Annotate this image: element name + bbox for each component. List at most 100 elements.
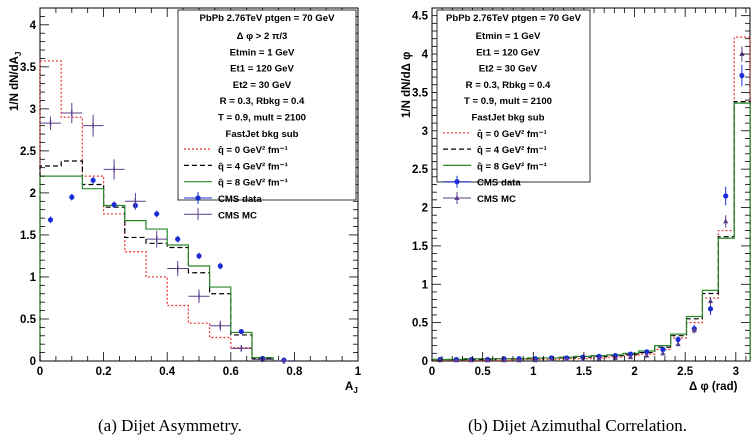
x-tick-label: 0.5 xyxy=(475,366,492,378)
data-point xyxy=(154,211,160,217)
y-tick-label: 2 xyxy=(30,188,36,200)
x-tick-label: 1 xyxy=(355,366,362,378)
legend-series-label: q̂ = 8 GeV² fm⁻¹ xyxy=(477,161,547,172)
legend-series-label: q̂ = 4 GeV² fm⁻¹ xyxy=(477,145,547,156)
x-tick-label: 2 xyxy=(631,366,637,378)
x-tick-label: 0.2 xyxy=(96,366,112,378)
panel-b-azimuthal-correlation: 0 0.5 1 1.5 2 2.5 3 0 0.5 1 1.5 2 2.5 3 3.5 4 4.5 PbPb 2… xyxy=(401,7,751,435)
mc-point xyxy=(596,355,602,361)
legend-symbol-marker xyxy=(195,195,201,201)
panel-a-ylabel: 1/N dN/dAJ xyxy=(9,52,23,111)
mc-point xyxy=(532,357,538,363)
legend-info-line: R = 0.3, Rbkg = 0.4 xyxy=(466,80,551,91)
mc-point xyxy=(453,357,459,363)
mc-point xyxy=(723,218,729,224)
y-tick-label: 1.5 xyxy=(412,241,429,253)
data-point xyxy=(196,253,202,259)
legend-series-label: q̂ = 0 GeV² fm⁻¹ xyxy=(218,145,288,156)
mc-point xyxy=(485,357,491,363)
panel-b-ylabel: 1/N dN/dΔ φ xyxy=(401,52,413,118)
legend-symbol-marker xyxy=(454,179,460,185)
legend-series-label: CMS data xyxy=(218,194,262,205)
data-point xyxy=(90,177,96,183)
y-tick-label: 3.5 xyxy=(412,87,429,99)
panel-b-ticks: 0 0.5 1 1.5 2 2.5 3 0 0.5 1 1.5 2 2.5 3 3.5 4 4.5 xyxy=(412,7,750,378)
x-tick-label: 0.6 xyxy=(223,366,239,378)
data-point xyxy=(111,202,117,208)
data-point xyxy=(707,306,714,312)
mc-point xyxy=(660,350,666,356)
legend-info-line: Δ φ > 2 π/3 xyxy=(237,31,288,42)
y-tick-label: 4 xyxy=(422,49,429,61)
mc-point xyxy=(644,352,650,358)
y-tick-label: 4.5 xyxy=(412,11,429,23)
panel-b-legend: PbPb 2.76TeV ptgen = 70 GeV Etmin = 1 GeV… xyxy=(436,9,591,205)
y-tick-label: 1.5 xyxy=(20,230,37,242)
legend-info-line: T = 0.9, mult = 2100 xyxy=(464,96,552,107)
panel-b-xlabel: Δ φ (rad) xyxy=(689,381,738,393)
panel-b-caption: (b) Dijet Azimuthal Correlation. xyxy=(468,416,687,435)
panel-a-histograms xyxy=(39,60,295,362)
legend-info-line: R = 0.3, Rbkg = 0.4 xyxy=(220,96,305,107)
x-tick-label: 0.4 xyxy=(159,366,176,378)
data-point xyxy=(175,236,181,242)
y-tick-label: 3.5 xyxy=(20,62,37,74)
y-tick-label: 0.5 xyxy=(20,314,37,326)
legend-symbol-marker xyxy=(454,195,460,200)
mc-point xyxy=(739,51,745,57)
panel-a-xlabel: AJ xyxy=(345,381,358,395)
y-tick-label: 4 xyxy=(30,20,37,32)
y-tick-label: 0 xyxy=(422,356,428,368)
legend-series-label: q̂ = 4 GeV² fm⁻¹ xyxy=(218,161,288,172)
legend-info-line: Etmin = 1 GeV xyxy=(476,31,541,42)
legend-info-line: Et1 = 120 GeV xyxy=(230,64,294,75)
x-tick-label: 2.5 xyxy=(677,366,694,378)
y-tick-label: 3 xyxy=(422,126,428,138)
y-tick-label: 0.5 xyxy=(412,318,429,330)
legend-header: PbPb 2.76TeV ptgen = 70 GeV xyxy=(446,13,582,24)
mc-point xyxy=(564,356,570,362)
legend-series-label: CMS data xyxy=(477,178,521,189)
panel-b-legend-box xyxy=(436,9,591,183)
legend-series-label: CMS MC xyxy=(477,194,516,205)
mc-point xyxy=(548,356,555,362)
panel-a-legend-box xyxy=(177,9,357,201)
legend-info-line: FastJet bkg sub xyxy=(471,113,544,124)
x-tick-label: 0 xyxy=(37,366,43,378)
legend-series-label: q̂ = 8 GeV² fm⁻¹ xyxy=(218,178,288,189)
legend-info-line: Et2 = 30 GeV xyxy=(233,80,292,91)
y-tick-label: 2.5 xyxy=(20,146,37,158)
panel-a-ticks: 0 0.2 0.4 0.6 0.8 1 0 0.5 1 1.5 2 2.5 3 3.5 4 xyxy=(20,7,362,378)
legend-info-line: T = 0.9, mult = 2100 xyxy=(218,113,306,124)
mc-point xyxy=(707,298,714,304)
x-tick-label: 3 xyxy=(733,366,739,378)
x-tick-label: 0 xyxy=(429,366,435,378)
panel-a-data-points xyxy=(40,102,295,364)
mc-point xyxy=(691,327,697,333)
legend-series-label: q̂ = 0 GeV² fm⁻¹ xyxy=(477,129,547,140)
legend-info-line: Etmin = 1 GeV xyxy=(230,47,295,58)
mc-point xyxy=(627,354,634,360)
y-tick-label: 1 xyxy=(30,272,37,284)
legend-header: PbPb 2.76TeV ptgen = 70 GeV xyxy=(200,13,336,24)
mc-point xyxy=(675,341,681,347)
x-tick-label: 1 xyxy=(530,366,537,378)
data-point xyxy=(238,328,244,335)
data-point xyxy=(47,217,54,223)
legend-info-line: Et1 = 120 GeV xyxy=(476,47,540,58)
data-point xyxy=(675,336,681,343)
data-point xyxy=(723,193,729,199)
legend-series-label: CMS MC xyxy=(218,210,257,221)
y-tick-label: 0 xyxy=(30,356,36,368)
mc-point xyxy=(516,357,522,363)
y-tick-label: 2 xyxy=(422,203,428,215)
data-point xyxy=(217,263,223,269)
panel-a-legend: PbPb 2.76TeV ptgen = 70 GeV Δ φ > 2 π/3 Et… xyxy=(177,9,357,221)
series-hist-line xyxy=(39,175,295,362)
data-point xyxy=(739,72,745,79)
y-tick-label: 3 xyxy=(30,104,36,116)
data-point xyxy=(644,349,650,355)
x-tick-label: 0.8 xyxy=(286,366,303,378)
y-tick-label: 1 xyxy=(422,279,429,291)
